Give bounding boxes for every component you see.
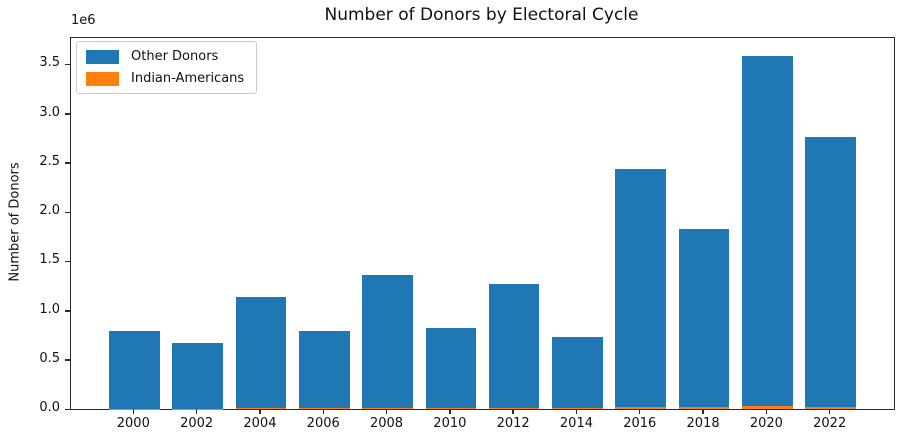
y-tick-mark [65,260,70,263]
bar-segment-indian-americans-2006 [298,408,350,409]
bar-segment-indian-americans-2020 [742,406,793,409]
x-tick-label: 2020 [749,416,783,431]
x-tick-label: 2014 [559,416,593,431]
bar-segment-other-donors-2020 [742,56,793,407]
x-tick-label: 2004 [243,416,277,431]
x-tick-label: 2010 [433,416,467,431]
bar-segment-other-donors-2002 [172,343,223,409]
y-tick-label: 2.0 [39,203,60,219]
x-tick-label: 2006 [306,416,340,431]
bar-segment-indian-americans-2016 [615,406,667,409]
bar-segment-other-donors-2000 [108,331,160,409]
bar-segment-indian-americans-2010 [425,408,477,409]
x-tick-mark [449,409,451,415]
x-tick-mark [702,409,704,415]
chart-title: Number of Donors by Electoral Cycle [324,5,639,25]
x-tick-mark [259,409,261,415]
bar-segment-indian-americans-2008 [362,408,413,409]
bar-segment-other-donors-2006 [298,331,350,409]
bar-segment-other-donors-2018 [678,228,730,408]
x-tick-label: 2022 [813,416,847,431]
bar-segment-other-donors-2012 [488,283,540,408]
legend-item-other-donors: Other Donors [86,49,244,64]
y-tick-mark [65,310,70,312]
x-tick-label: 2016 [623,416,657,431]
x-tick-mark [322,409,324,415]
bar-segment-other-donors-2022 [805,137,856,407]
bar-segment-indian-americans-2012 [488,407,540,409]
x-tick-mark [765,409,768,415]
y-tick-label: 1.5 [39,252,60,268]
x-tick-mark [385,409,388,415]
x-tick-label: 2012 [496,416,530,431]
y-tick-mark [65,408,70,411]
bar-segment-indian-americans-2022 [805,406,856,409]
legend: Other Donors Indian-Americans [76,41,258,94]
x-tick-mark [639,409,641,415]
y-tick-label: 2.5 [39,153,60,169]
y-tick-mark [65,113,70,115]
bar-segment-other-donors-2008 [362,275,413,409]
y-tick-label: 1.0 [39,301,60,317]
x-tick-label: 2018 [686,416,720,431]
x-tick-mark [512,409,514,415]
x-tick-label: 2000 [116,416,150,431]
x-tick-mark [195,409,198,415]
bar-segment-other-donors-2004 [235,296,287,409]
x-tick-mark [132,409,134,415]
y-tick-label: 3.0 [39,104,60,120]
bar-segment-indian-americans-2004 [235,408,287,409]
legend-label-indian-americans: Indian-Americans [131,71,245,86]
bar-segment-other-donors-2014 [552,337,603,408]
plot-area [70,37,895,410]
bar-segment-indian-americans-2014 [552,407,603,409]
bar-segment-other-donors-2010 [425,328,477,409]
x-tick-mark [575,409,578,415]
legend-swatch-other-donors [86,49,119,64]
y-tick-label: 0.0 [39,400,60,415]
y-tick-mark [65,63,70,66]
y-axis-offset-label: 1e6 [71,13,96,28]
legend-item-indian-americans: Indian-Americans [86,71,244,86]
y-tick-mark [65,359,70,361]
x-tick-label: 2002 [180,416,214,431]
x-tick-label: 2008 [369,416,404,431]
legend-swatch-indian-americans [86,71,119,86]
x-tick-mark [828,409,831,415]
y-tick-label: 3.5 [39,55,60,71]
legend-label-other-donors: Other Donors [131,49,219,64]
y-tick-mark [65,211,70,214]
y-tick-mark [65,162,70,164]
y-tick-label: 0.5 [39,350,60,366]
bar-segment-other-donors-2016 [615,168,667,407]
bar-segment-indian-americans-2018 [678,407,730,409]
